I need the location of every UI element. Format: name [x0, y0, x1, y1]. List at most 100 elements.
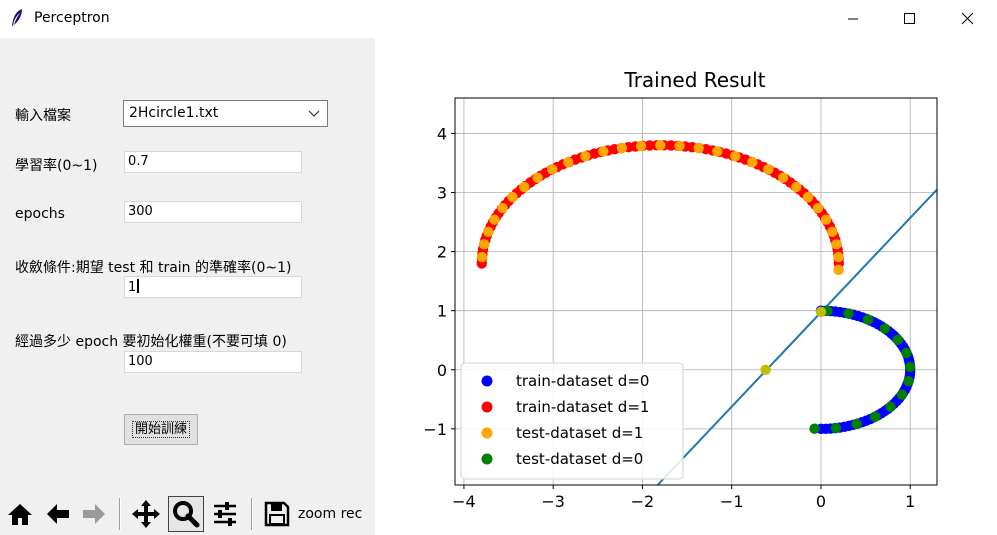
- save-floppy-icon: [264, 501, 290, 527]
- data-point: [833, 251, 844, 263]
- data-point: [712, 146, 723, 157]
- legend-marker: [481, 427, 493, 439]
- x-tick-label: −1: [720, 492, 744, 511]
- back-button[interactable]: [40, 496, 76, 532]
- decision-boundary-line: [656, 188, 937, 485]
- data-points: [476, 140, 916, 435]
- file-select[interactable]: 2Hcircle1.txt: [123, 100, 328, 127]
- data-point: [827, 226, 838, 238]
- file-select-value: 2Hcircle1.txt: [129, 105, 219, 121]
- learning-rate-value: 0.7: [128, 154, 149, 169]
- reinit-input[interactable]: 100: [124, 351, 302, 373]
- data-point: [507, 191, 518, 203]
- data-point: [879, 323, 891, 334]
- home-button[interactable]: [2, 496, 38, 532]
- data-point: [763, 164, 774, 175]
- forward-button[interactable]: [76, 496, 112, 532]
- back-arrow-icon: [47, 504, 69, 524]
- data-point: [532, 172, 543, 183]
- data-point: [547, 164, 558, 175]
- converge-input[interactable]: 1: [124, 276, 302, 298]
- text-caret: [137, 279, 140, 293]
- data-point: [903, 375, 914, 387]
- data-point: [519, 181, 530, 193]
- data-point: [896, 389, 908, 400]
- reinit-value: 100: [128, 354, 153, 369]
- legend-box: [460, 362, 684, 480]
- zoom-magnifier-icon: [173, 501, 200, 528]
- y-tick-label: 3: [437, 184, 447, 203]
- legend-label: test-dataset d=0: [516, 450, 643, 468]
- home-icon: [8, 504, 32, 525]
- converge-label: 收斂條件:期望 test 和 train 的準確率(0~1): [15, 260, 292, 276]
- start-training-button[interactable]: 開始訓練: [124, 414, 198, 445]
- y-tick-label: 1: [437, 302, 447, 321]
- data-point: [843, 308, 854, 319]
- data-point: [802, 191, 814, 203]
- title-bar: Perceptron: [0, 0, 997, 38]
- legend-marker: [481, 375, 493, 387]
- axis-ticks: −4 −3 −2 −1 0 1 −1 0 1 2 3 4: [423, 124, 915, 511]
- file-label: 輸入檔案: [15, 108, 71, 124]
- toolbar-separator: [251, 498, 253, 530]
- data-point: [831, 239, 842, 250]
- data-point: [904, 361, 916, 373]
- data-point: [497, 202, 508, 214]
- data-point: [580, 150, 591, 162]
- axes-frame: [454, 97, 938, 486]
- data-point: [901, 347, 912, 359]
- legend-label: train-dataset d=0: [516, 372, 649, 390]
- data-point: [616, 142, 628, 154]
- data-point: [820, 214, 832, 225]
- weight-points: [760, 306, 827, 375]
- weight-point: [815, 306, 827, 318]
- pan-button[interactable]: [128, 496, 164, 532]
- data-point: [862, 314, 874, 325]
- data-point: [885, 401, 896, 412]
- configure-subplots-button[interactable]: [207, 496, 243, 532]
- epochs-input[interactable]: 300: [124, 201, 302, 223]
- toolbar-message: zoom rec: [298, 506, 363, 522]
- data-point: [476, 251, 488, 263]
- y-tick-label: 0: [437, 361, 447, 380]
- data-point: [693, 142, 704, 154]
- minimize-icon: [848, 18, 858, 20]
- plot-canvas[interactable]: Trained Result −4 −3 −2 −1 0 1 −1 0 1 2 3 4 train-d…: [375, 38, 997, 535]
- data-point: [674, 140, 685, 152]
- pan-move-icon: [132, 500, 160, 528]
- data-point: [892, 334, 904, 346]
- x-tick-label: −3: [541, 492, 565, 511]
- epochs-value: 300: [128, 204, 153, 219]
- chevron-down-icon: [308, 110, 320, 117]
- data-point: [851, 418, 862, 430]
- close-button[interactable]: [944, 0, 990, 38]
- decision-line: [656, 188, 937, 485]
- y-tick-label: 4: [437, 124, 447, 143]
- maximize-button[interactable]: [886, 0, 932, 38]
- minimize-button[interactable]: [830, 0, 876, 38]
- data-point: [489, 214, 500, 225]
- legend-marker: [481, 401, 493, 413]
- learning-rate-label: 學習率(0~1): [15, 158, 98, 174]
- data-point: [483, 226, 494, 238]
- control-panel: 輸入檔案 2Hcircle1.txt 學習率(0~1) 0.7 epochs 3…: [0, 38, 375, 535]
- data-point: [777, 172, 789, 183]
- data-point: [809, 423, 820, 434]
- data-point: [635, 140, 647, 152]
- data-point: [791, 181, 802, 193]
- legend-label: test-dataset d=1: [516, 424, 643, 442]
- y-tick-label: 2: [437, 243, 447, 262]
- zoom-button[interactable]: [168, 496, 204, 532]
- learning-rate-input[interactable]: 0.7: [124, 151, 302, 173]
- epochs-label: epochs: [15, 206, 65, 222]
- legend-label: train-dataset d=1: [516, 398, 649, 416]
- data-point: [598, 146, 609, 157]
- x-tick-label: −2: [631, 492, 655, 511]
- start-training-label: 開始訓練: [131, 421, 190, 438]
- forward-arrow-icon: [83, 504, 105, 524]
- configure-subplots-icon: [214, 502, 236, 526]
- save-button[interactable]: [259, 496, 295, 532]
- data-point: [812, 202, 824, 214]
- data-point: [563, 156, 574, 168]
- x-tick-label: 0: [816, 492, 826, 511]
